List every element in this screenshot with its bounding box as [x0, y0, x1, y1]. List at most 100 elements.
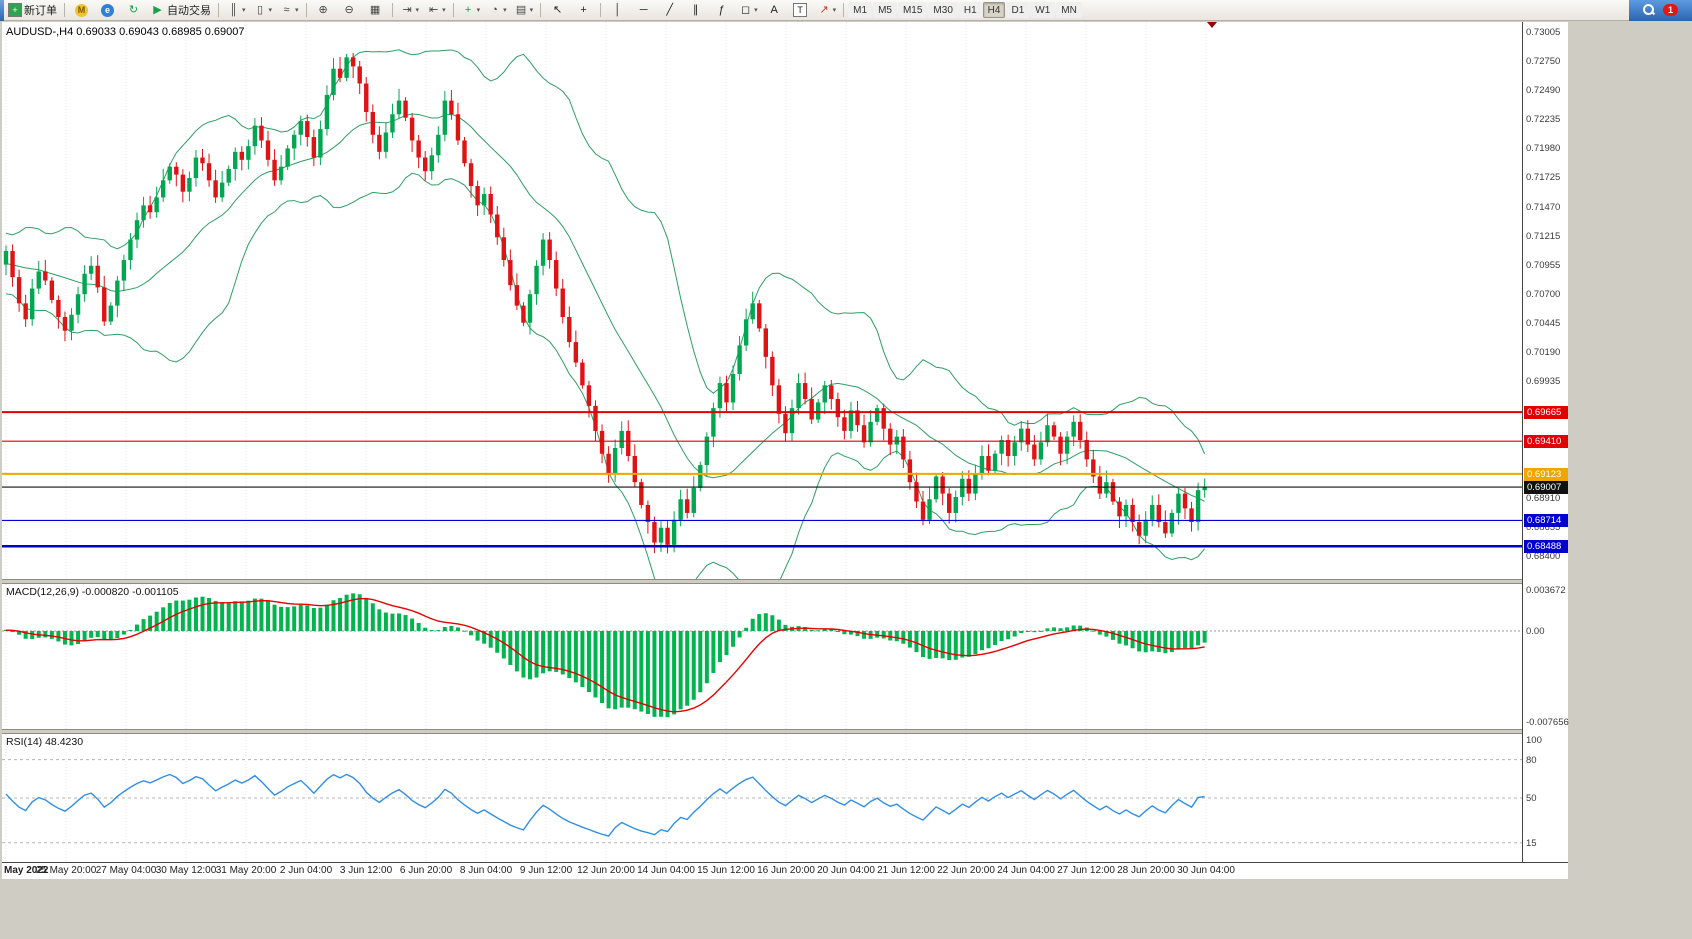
- refresh-icon[interactable]: ↻: [121, 1, 146, 20]
- shapes-icon[interactable]: ◻ ▾: [735, 1, 761, 20]
- chart-shift-icon[interactable]: ⇤ ▾: [423, 1, 449, 20]
- rsi-chart-canvas[interactable]: [2, 734, 1522, 862]
- timeframe-m1-button[interactable]: M1: [848, 2, 873, 18]
- horizontal-line-icon[interactable]: ─: [631, 1, 656, 20]
- price-badge: 0.69007: [1524, 481, 1568, 495]
- crosshair-icon: +: [580, 3, 587, 16]
- price-axis-label: 0.71980: [1526, 143, 1561, 155]
- bar-chart-icon[interactable]: ║ ▾: [223, 1, 249, 20]
- tile-windows-icon: ▦: [369, 3, 381, 16]
- timeframe-h1-button[interactable]: H1: [958, 2, 982, 18]
- zoom-out-icon[interactable]: ⊖: [337, 1, 362, 20]
- indicators-icon: +: [464, 3, 472, 16]
- autotrade-button-label: 自动交易: [167, 5, 211, 17]
- text-label-icon: T: [793, 3, 808, 17]
- candlestick-chart-icon: ▯: [256, 3, 264, 16]
- crosshair-icon[interactable]: +: [571, 1, 596, 20]
- channel-icon: ∥: [692, 3, 699, 16]
- zoom-in-icon[interactable]: ⊕: [311, 1, 336, 20]
- rsi-label: RSI(14) 48.4230: [6, 736, 84, 748]
- macd-axis-label: -0.007656: [1526, 717, 1569, 728]
- time-axis-label: 14 Jun 04:00: [637, 865, 695, 876]
- toolbar-separator: [305, 3, 307, 17]
- rsi-panel[interactable]: RSI(14) 48.4230: [2, 734, 1522, 862]
- templates-icon[interactable]: ▤ ▾: [511, 1, 537, 20]
- time-axis-label: 6 Jun 20:00: [399, 865, 453, 876]
- templates-icon: ▤: [515, 3, 527, 16]
- time-axis-label: 22 Jun 20:00: [937, 865, 995, 876]
- timeframe-d1-button[interactable]: D1: [1006, 2, 1030, 18]
- dropdown-caret-icon: ▾: [242, 7, 246, 14]
- timeframe-m5-button[interactable]: M5: [873, 2, 897, 18]
- new-order-button[interactable]: + 新订单: [5, 1, 60, 20]
- price-axis-label: 0.71215: [1526, 230, 1561, 242]
- refresh-icon: ↻: [128, 3, 139, 16]
- toolbar-separator: [540, 3, 542, 17]
- rsi-axis-label: 80: [1526, 754, 1537, 766]
- periods-icon[interactable]: ◔ ▾: [484, 1, 510, 20]
- auto-scroll-icon[interactable]: ⇥ ▾: [397, 1, 423, 20]
- time-axis-label: May 2022: [4, 865, 49, 876]
- price-badge: 0.68488: [1524, 540, 1568, 554]
- price-axis-label: 0.73005: [1526, 26, 1561, 38]
- price-axis-label: 0.70955: [1526, 260, 1561, 272]
- price-axis-label: 0.71470: [1526, 201, 1561, 213]
- experts-icon: e: [101, 3, 114, 17]
- price-axis-label: 0.71725: [1526, 172, 1561, 184]
- search-icon[interactable]: [1642, 4, 1655, 16]
- timeframe-w1-button[interactable]: W1: [1030, 2, 1056, 18]
- macd-chart-canvas[interactable]: [2, 584, 1522, 729]
- macd-axis-label: 0.003672: [1526, 585, 1566, 596]
- cursor-icon[interactable]: ↖: [545, 1, 570, 20]
- price-axis-label: 0.72490: [1526, 85, 1561, 97]
- toolbar-separator: [64, 3, 65, 17]
- indicators-icon[interactable]: + ▾: [458, 1, 484, 20]
- panel-splitter[interactable]: [2, 579, 1568, 584]
- text-icon[interactable]: A: [762, 1, 787, 20]
- arrows-icon: ↗: [819, 3, 829, 16]
- notification-badge[interactable]: 1: [1662, 4, 1678, 16]
- time-axis-label: 8 Jun 04:00: [459, 865, 513, 876]
- candlestick-chart-icon[interactable]: ▯ ▾: [250, 1, 276, 20]
- time-axis-label: 30 Jun 04:00: [1177, 865, 1235, 876]
- time-axis-label: 31 May 20:00: [215, 865, 277, 876]
- experts-icon[interactable]: e: [95, 1, 120, 20]
- new-order-button-label: 新订单: [24, 5, 57, 17]
- price-chart-panel[interactable]: AUDUSD-,H4 0.69033 0.69043 0.68985 0.690…: [2, 22, 1522, 579]
- price-chart-canvas[interactable]: [2, 22, 1522, 579]
- rsi-axis-label: 15: [1526, 837, 1537, 849]
- timeframe-mn-button[interactable]: MN: [1056, 2, 1082, 18]
- price-badge: 0.69665: [1524, 406, 1568, 420]
- macd-panel[interactable]: MACD(12,26,9) -0.000820 -0.001105: [2, 584, 1522, 729]
- dropdown-caret-icon: ▾: [754, 7, 758, 14]
- dropdown-caret-icon: ▾: [529, 7, 534, 14]
- arrows-icon[interactable]: ↗ ▾: [814, 1, 840, 20]
- timeframe-m30-button[interactable]: M30: [928, 2, 958, 18]
- macd-axis-label: 0.00: [1526, 626, 1545, 637]
- time-axis-label: 20 Jun 04:00: [817, 865, 875, 876]
- time-axis-label: 16 Jun 20:00: [757, 865, 815, 876]
- time-axis[interactable]: May 2022 25 May 20:00 27 May 04:00 30 May 1…: [2, 862, 1568, 879]
- trendline-icon[interactable]: ╱: [657, 1, 682, 20]
- mql5-community-icon[interactable]: M: [69, 1, 94, 20]
- tile-windows-icon[interactable]: ▦: [363, 1, 388, 20]
- timeframe-m15-button[interactable]: M15: [897, 2, 928, 18]
- price-axis[interactable]: 0.73005 0.72750 0.72490 0.72235 0.71980 0.717…: [1522, 22, 1569, 862]
- panel-splitter[interactable]: [2, 729, 1568, 734]
- quick-access-panel: 1: [1628, 0, 1692, 21]
- timeframe-h4-button[interactable]: H4: [982, 2, 1006, 18]
- autotrade-button[interactable]: ▶ 自动交易: [147, 1, 214, 20]
- price-axis-label: 0.72235: [1526, 114, 1561, 126]
- chart-shift-marker-icon: [1207, 22, 1217, 28]
- text-label-icon[interactable]: T: [788, 1, 813, 20]
- vertical-line-icon[interactable]: │: [605, 1, 630, 20]
- toolbar-separator: [843, 3, 845, 17]
- line-chart-icon[interactable]: ≈ ▾: [276, 1, 302, 20]
- toolbar-separator: [452, 3, 454, 17]
- window-edge-left: [0, 0, 4, 21]
- rsi-axis-label: 50: [1526, 793, 1537, 804]
- channel-icon[interactable]: ∥: [683, 1, 708, 20]
- dropdown-caret-icon: ▾: [832, 7, 837, 14]
- fibonacci-icon[interactable]: ƒ: [709, 1, 734, 20]
- shapes-icon: ◻: [741, 3, 751, 16]
